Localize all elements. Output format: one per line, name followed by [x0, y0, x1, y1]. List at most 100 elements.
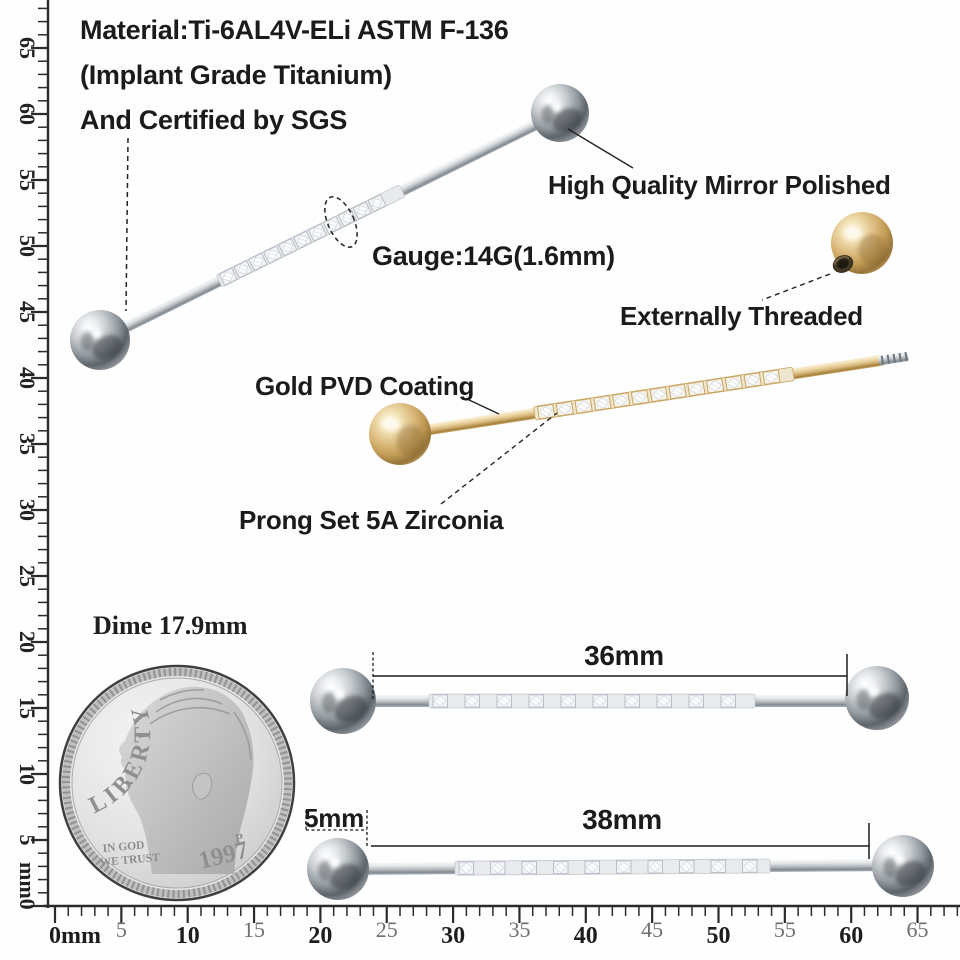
silver-ball [845, 666, 909, 730]
gem-sparkle [314, 231, 321, 234]
coin-reeding [62, 668, 292, 898]
material-note-line1: Material:Ti-6AL4V-ELi ASTM F-136 [80, 15, 509, 45]
gem-sparkle [618, 398, 625, 403]
zirconia-gem-row [218, 193, 387, 286]
gem-sparkle [269, 253, 277, 256]
gem-sparkle [526, 865, 533, 871]
gold-industrial-barbell [419, 351, 909, 436]
gem-sparkle [599, 400, 606, 406]
gauge-label: Gauge:14G(1.6mm) [372, 241, 615, 271]
callout-lines [125, 128, 831, 505]
silver-ball [531, 84, 589, 142]
ruler-number: 30 [15, 499, 40, 521]
ruler-number: 40 [573, 923, 598, 949]
gem-sparkle [533, 698, 540, 704]
gem-sparkle [674, 389, 681, 394]
gem-sparkle [284, 245, 292, 249]
ruler-number: mm0 [15, 861, 40, 910]
ruler-number: 35 [15, 433, 40, 455]
gem-sparkle [224, 275, 232, 278]
ruler-number: 40 [15, 367, 40, 389]
leader-externally-threaded [761, 273, 831, 301]
ruler-number: 5 [15, 834, 40, 846]
ruler-number: 15 [15, 697, 40, 719]
coin-motto-line1: IN GOD [102, 839, 145, 855]
gem-sparkle [768, 375, 775, 380]
gem-sparkle [580, 403, 587, 409]
gem-sparkle [661, 698, 668, 704]
zirconia-gem-row [536, 369, 781, 420]
coin-motto-line2: WE TRUST [99, 852, 160, 869]
length-36mm-label: 36mm [584, 640, 664, 671]
silver-ball [307, 838, 369, 900]
gem-sparkle [693, 698, 700, 704]
gem-sparkle [730, 380, 737, 386]
thread-ridges [880, 351, 908, 365]
ruler-number: 25 [375, 917, 398, 942]
gem-sparkle [373, 201, 381, 205]
gem-sparkle [463, 865, 470, 871]
ruler-number: 45 [15, 301, 40, 323]
leader-gold-pvd [466, 398, 500, 415]
silver-ball [872, 835, 934, 897]
ruler-number: 65 [906, 917, 929, 942]
barbell-38mm [355, 858, 889, 876]
gem-sparkle [655, 392, 662, 397]
gem-sparkle [494, 865, 501, 871]
ruler-number: 50 [15, 235, 40, 257]
length-38mm-label: 38mm [582, 804, 662, 835]
gem-sparkle [683, 864, 690, 870]
gem-sparkle [343, 216, 351, 220]
gem-sparkle [746, 863, 753, 869]
leader-prong-set [440, 412, 558, 505]
ruler-number: 55 [15, 169, 40, 191]
ruler-number: 20 [308, 923, 333, 949]
ruler-number: 0mm [49, 923, 101, 949]
mirror-polished-label: High Quality Mirror Polished [548, 170, 891, 200]
gem-sparkle [254, 260, 262, 264]
dimension-marks [305, 652, 870, 859]
gem-sparkle [501, 698, 508, 704]
coin-mint-mark: P [234, 830, 244, 846]
leader-mirror-polished [567, 128, 634, 169]
ruler-number: 15 [243, 917, 266, 942]
gold-pvd-label: Gold PVD Coating [255, 371, 475, 401]
ruler-number: 60 [15, 103, 40, 125]
ruler-number: 35 [508, 917, 531, 942]
ruler-number: 10 [15, 763, 40, 785]
gem-sparkle [565, 698, 572, 704]
material-note-line3: And Certified by SGS [80, 105, 348, 135]
gem-sparkle [725, 698, 732, 704]
ruler-number: 55 [773, 917, 796, 942]
ruler-number: 5 [115, 917, 127, 942]
gem-sparkle [299, 238, 306, 242]
externally-threaded-label: Externally Threaded [620, 301, 863, 331]
eye-line [138, 734, 149, 738]
gem-sparkle [329, 223, 336, 227]
gem-sparkle [543, 409, 550, 414]
ruler-number: 60 [839, 923, 864, 949]
gem-sparkle [636, 395, 643, 400]
gem-sparkle [589, 864, 596, 870]
gem-sparkle [749, 377, 756, 383]
roosevelt-profile [119, 686, 254, 874]
silver-industrial-barbell [112, 115, 548, 337]
zirconia-gem-row [458, 859, 758, 875]
hair-detail [149, 689, 252, 761]
ruler-number: 45 [641, 917, 664, 942]
gold-ball [369, 403, 431, 465]
gem-sparkle [620, 864, 627, 870]
gem-sparkle [469, 698, 476, 704]
gem-sparkle [561, 406, 568, 411]
dime-coin: LIBERTY IN GOD WE TRUST 1997 P [58, 664, 296, 902]
gem-sparkle [358, 209, 366, 212]
ruler-number: 65 [15, 37, 40, 59]
ruler-number: 25 [15, 565, 40, 587]
ruler-number: 20 [15, 631, 40, 653]
gem-sparkle [437, 698, 444, 704]
gem-sparkle [712, 383, 719, 388]
gem-sparkle [239, 268, 247, 271]
threaded-hole [832, 255, 854, 273]
